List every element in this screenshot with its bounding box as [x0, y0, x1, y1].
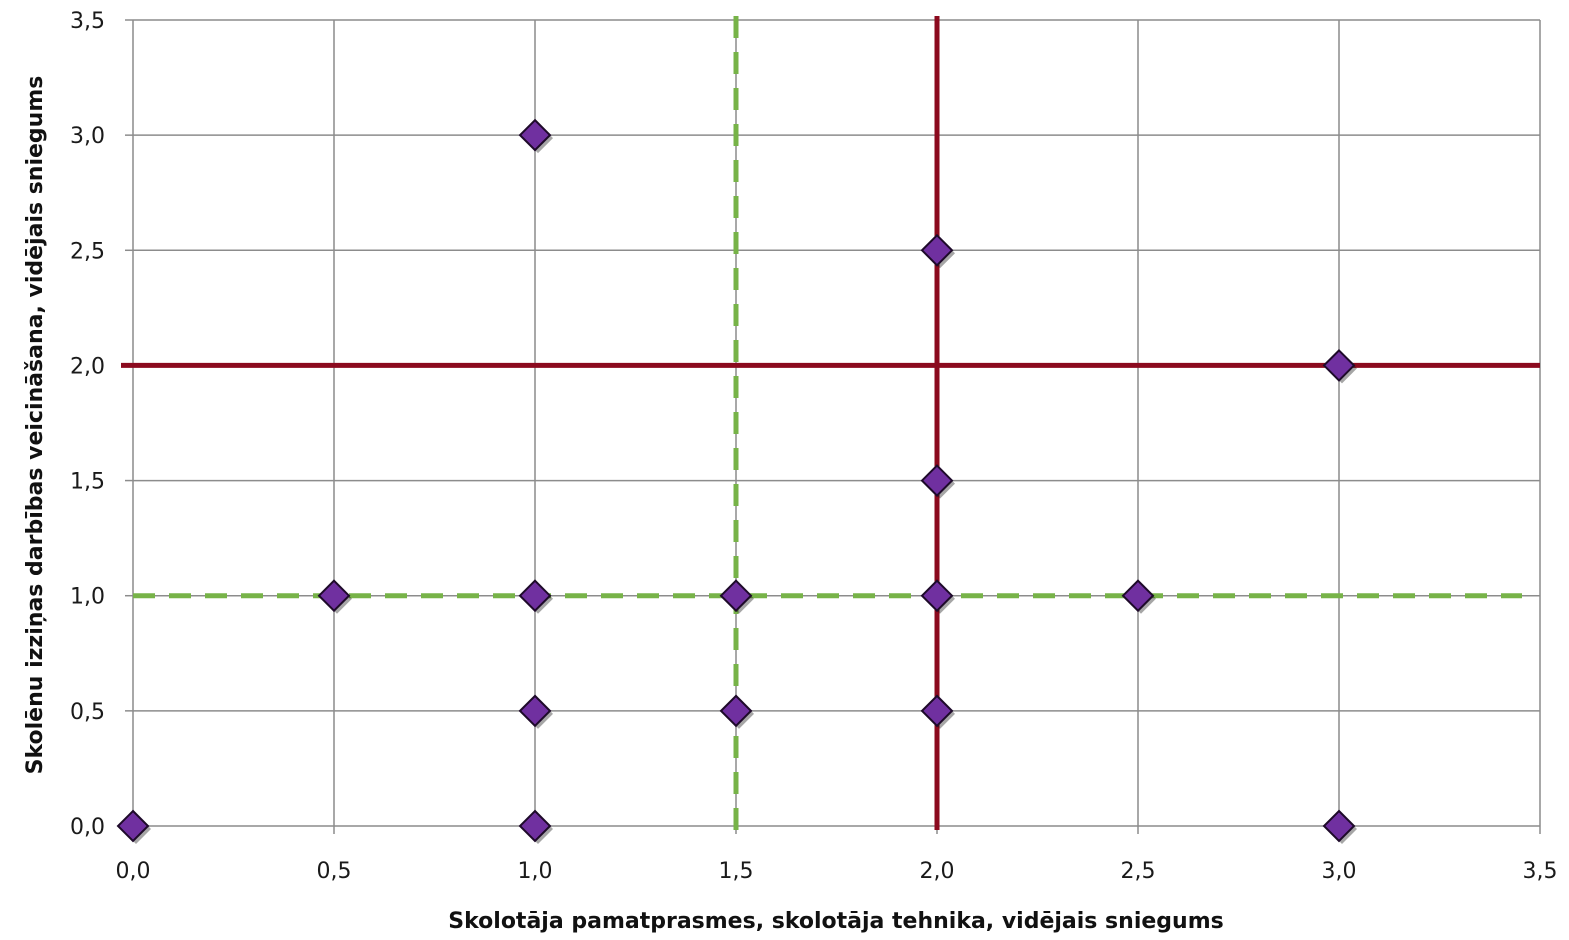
- data-point: [719, 579, 753, 613]
- y-tick-label: 0,5: [70, 700, 105, 725]
- y-tick-label: 2,0: [70, 354, 105, 379]
- x-tick-label: 0,0: [116, 859, 151, 884]
- y-tick-label: 1,5: [70, 470, 105, 495]
- reference-lines-solid: [121, 16, 1540, 830]
- data-point: [518, 118, 552, 152]
- data-point: [518, 579, 552, 613]
- data-point: [317, 579, 351, 613]
- x-tick-label: 1,0: [518, 859, 553, 884]
- x-tick-label: 2,0: [920, 859, 955, 884]
- data-point: [920, 464, 954, 497]
- data-point: [920, 579, 954, 613]
- x-tick-label: 3,5: [1523, 859, 1558, 884]
- data-point: [1322, 349, 1356, 382]
- y-tick-label: 3,0: [70, 124, 105, 149]
- data-points: [116, 118, 1357, 844]
- data-point: [518, 809, 552, 843]
- y-tick-labels: 0,0 0,5 1,0 1,5 2,0 2,5 3,0 3,5: [70, 9, 105, 840]
- data-point: [920, 233, 954, 267]
- y-axis-title: Skolēnu izziņas darbības veicināšana, vi…: [23, 76, 48, 775]
- reference-lines-dashed: [133, 16, 1522, 830]
- x-tick-label: 1,5: [719, 859, 754, 884]
- x-tick-label: 2,5: [1121, 859, 1156, 884]
- x-tick-label: 3,0: [1322, 859, 1357, 884]
- y-tick-label: 2,5: [70, 239, 105, 264]
- y-tick-label: 0,0: [70, 815, 105, 840]
- y-tick-label: 1,0: [70, 585, 105, 610]
- data-point: [518, 694, 552, 728]
- data-point: [1121, 579, 1155, 613]
- gridlines: [125, 19, 1541, 834]
- data-point: [719, 694, 753, 728]
- data-point: [116, 809, 150, 843]
- data-point: [1322, 809, 1356, 843]
- y-tick-label: 3,5: [70, 9, 105, 34]
- x-tick-label: 0,5: [317, 859, 352, 884]
- data-point: [920, 694, 954, 728]
- x-axis-title: Skolotāja pamatprasmes, skolotāja tehnik…: [448, 909, 1223, 934]
- x-tick-labels: 0,0 0,5 1,0 1,5 2,0 2,5 3,0 3,5: [116, 859, 1558, 884]
